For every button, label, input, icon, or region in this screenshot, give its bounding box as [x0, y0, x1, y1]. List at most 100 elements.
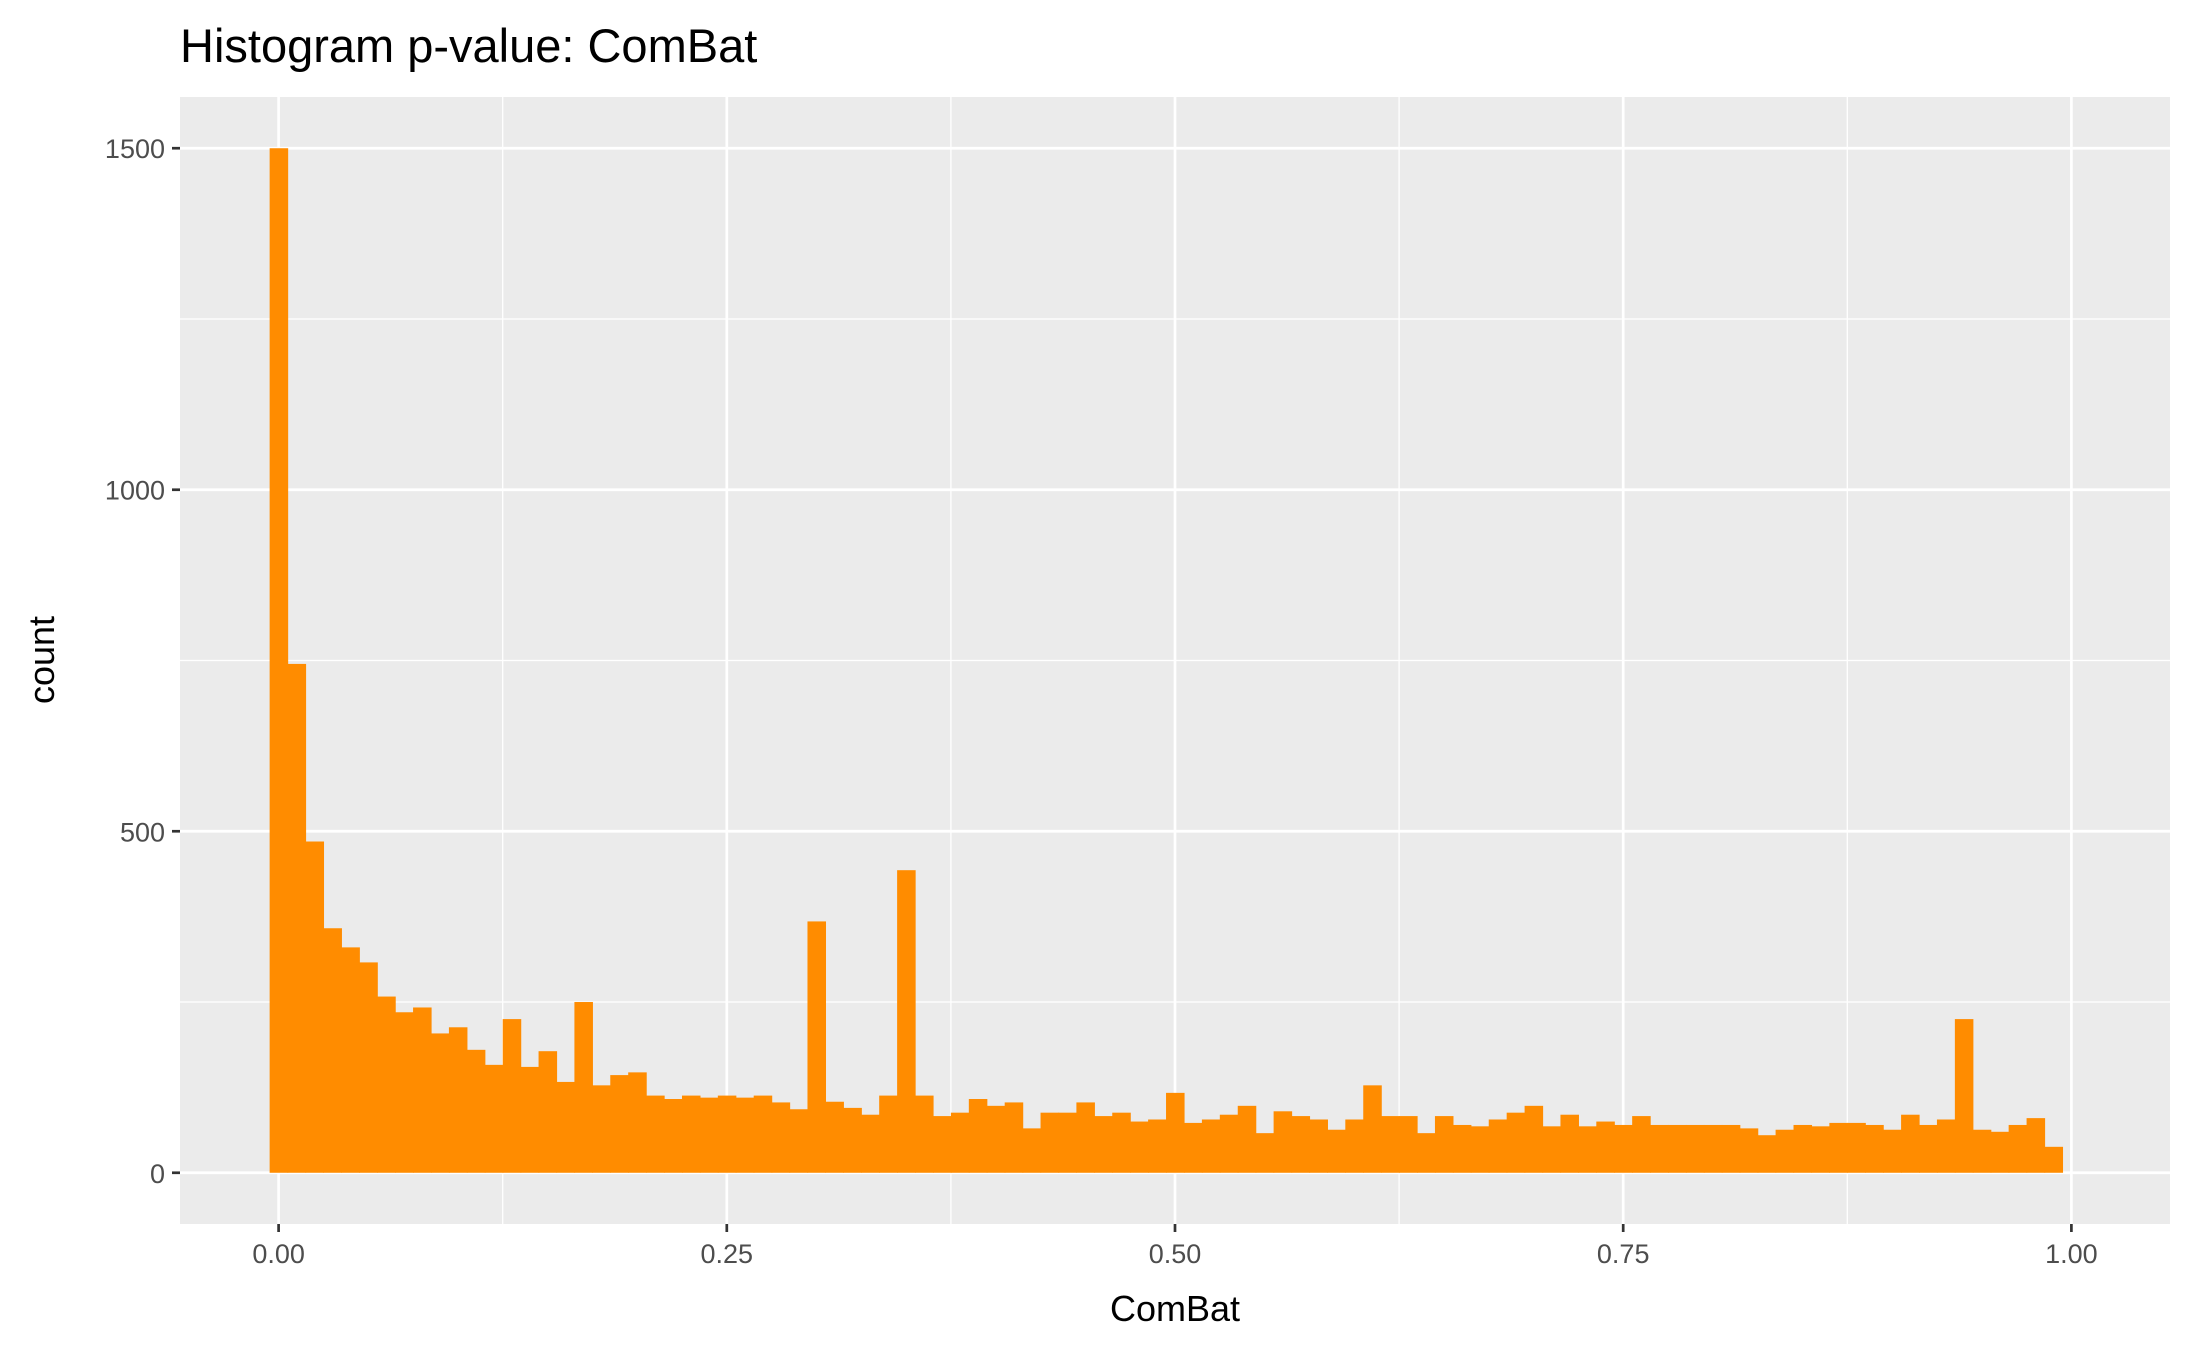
x-tick-label: 1.00 — [2045, 1239, 2098, 1269]
histogram-bar — [1166, 1092, 1185, 1173]
histogram-bar — [1399, 1116, 1418, 1173]
histogram-bar — [1183, 1122, 1203, 1173]
histogram-bar — [502, 1019, 522, 1173]
histogram-bar — [520, 1066, 540, 1173]
histogram-bar — [1936, 1119, 1956, 1173]
histogram-bar — [897, 870, 916, 1173]
histogram-bar — [1919, 1124, 1938, 1173]
histogram-bar — [771, 1102, 791, 1173]
histogram-bar — [861, 1114, 880, 1173]
histogram-bar — [592, 1085, 611, 1173]
histogram-bar — [1811, 1126, 1830, 1173]
histogram-bar — [789, 1109, 809, 1173]
histogram-bar — [1417, 1133, 1436, 1173]
histogram-bar — [1219, 1114, 1239, 1173]
histogram-bar — [323, 928, 342, 1173]
histogram-bar — [932, 1116, 952, 1173]
histogram-bar — [1148, 1119, 1167, 1173]
histogram-bar — [1524, 1105, 1544, 1173]
histogram-bar — [1381, 1116, 1400, 1173]
histogram-bar — [1596, 1121, 1615, 1173]
histogram-bar — [1614, 1124, 1633, 1173]
histogram-bar — [1112, 1112, 1131, 1173]
histogram-bar — [1650, 1124, 1669, 1173]
histogram-bar — [287, 663, 307, 1173]
histogram-bar — [1255, 1133, 1275, 1173]
histogram-bar — [1130, 1121, 1149, 1173]
y-tick-label: 0 — [150, 1159, 165, 1189]
histogram-bar — [807, 921, 827, 1173]
histogram-bar — [915, 1095, 934, 1173]
histogram-bar — [1721, 1124, 1741, 1173]
y-tick-label: 1500 — [105, 134, 165, 164]
x-axis-title: ComBat — [1110, 1288, 1240, 1329]
histogram-bar — [1668, 1124, 1687, 1173]
histogram-bar — [1022, 1128, 1042, 1173]
histogram-bar — [538, 1051, 558, 1173]
histogram-bar — [1865, 1124, 1884, 1173]
histogram-bar — [1829, 1122, 1848, 1173]
histogram-bar — [825, 1101, 844, 1173]
histogram-bar — [610, 1075, 629, 1173]
histogram-bar — [1058, 1112, 1077, 1173]
histogram-bar — [735, 1097, 755, 1173]
y-tick-label: 500 — [120, 817, 165, 847]
histogram-bar — [1309, 1119, 1328, 1173]
histogram-bar — [1488, 1119, 1508, 1173]
histogram-bar — [1972, 1129, 1992, 1173]
histogram-bar — [305, 841, 325, 1173]
histogram-bar — [1291, 1116, 1311, 1173]
histogram-bar — [1434, 1116, 1454, 1173]
histogram-bar — [879, 1095, 898, 1173]
histogram-bar — [1578, 1126, 1597, 1173]
histogram-bar — [556, 1081, 576, 1173]
histogram-bar — [448, 1027, 468, 1173]
histogram-bar — [968, 1099, 988, 1173]
chart-title: Histogram p-value: ComBat — [180, 19, 757, 72]
histogram-bar — [1076, 1102, 1095, 1173]
histogram-bar — [341, 947, 360, 1173]
histogram-bar — [1470, 1126, 1490, 1173]
histogram-bar — [484, 1064, 504, 1173]
histogram-bar — [466, 1049, 486, 1173]
histogram-bar — [1040, 1112, 1060, 1173]
histogram-bar — [1506, 1112, 1526, 1173]
histogram-bar — [1901, 1114, 1920, 1173]
histogram-bar — [1775, 1129, 1795, 1173]
histogram-bar — [628, 1072, 647, 1173]
histogram-bar — [1883, 1129, 1902, 1173]
histogram-bar — [359, 962, 378, 1173]
histogram-bar — [1201, 1119, 1221, 1173]
histogram-bar — [986, 1105, 1006, 1173]
histogram-bar — [699, 1097, 719, 1173]
x-tick-label: 0.75 — [1597, 1239, 1650, 1269]
histogram-bar — [395, 1012, 414, 1173]
histogram-bar — [1237, 1105, 1257, 1173]
histogram-bar — [1954, 1019, 1974, 1173]
histogram-bar — [2026, 1118, 2046, 1173]
histogram-bar — [430, 1033, 450, 1173]
histogram-bar — [843, 1107, 862, 1173]
histogram-bar — [664, 1099, 683, 1173]
histogram-bar — [717, 1095, 737, 1173]
histogram-bar — [1703, 1124, 1723, 1173]
histogram-bar — [646, 1095, 665, 1173]
histogram-bar — [574, 1002, 593, 1173]
y-axis: 0 500 1000 1500 — [105, 134, 180, 1189]
histogram-bar — [1363, 1085, 1382, 1173]
y-axis-title: count — [21, 616, 62, 704]
histogram-bar — [1560, 1114, 1579, 1173]
x-tick-label: 0.50 — [1149, 1239, 1202, 1269]
x-tick-label: 0.00 — [252, 1239, 305, 1269]
histogram-bar — [269, 148, 289, 1173]
histogram-bar — [413, 1007, 432, 1173]
histogram-bar — [377, 996, 396, 1173]
histogram-bar — [950, 1112, 970, 1173]
histogram-bars — [269, 148, 2064, 1173]
x-axis: 0.00 0.25 0.50 0.75 1.00 — [252, 1224, 2098, 1269]
histogram-bar — [2044, 1146, 2064, 1173]
histogram-bar — [2008, 1124, 2028, 1173]
histogram-bar — [1632, 1116, 1651, 1173]
histogram-bar — [1542, 1126, 1562, 1173]
